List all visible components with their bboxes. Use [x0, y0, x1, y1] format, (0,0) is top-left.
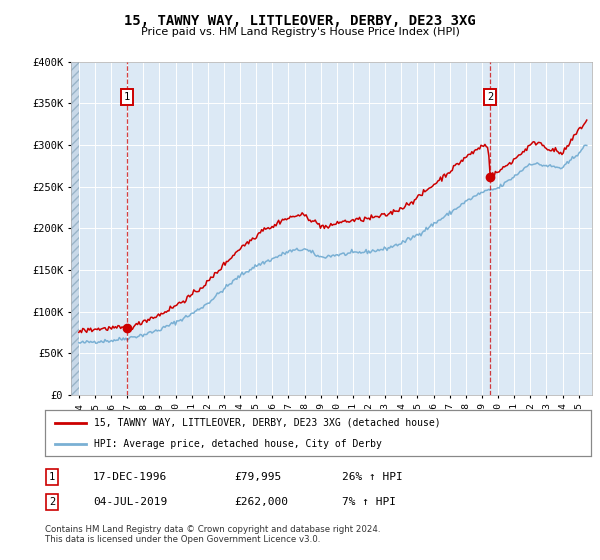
Text: 1: 1: [49, 472, 55, 482]
Text: 04-JUL-2019: 04-JUL-2019: [93, 497, 167, 507]
Text: 7% ↑ HPI: 7% ↑ HPI: [342, 497, 396, 507]
Text: 2: 2: [49, 497, 55, 507]
Text: 26% ↑ HPI: 26% ↑ HPI: [342, 472, 403, 482]
Text: Contains HM Land Registry data © Crown copyright and database right 2024.
This d: Contains HM Land Registry data © Crown c…: [45, 525, 380, 544]
Text: £262,000: £262,000: [234, 497, 288, 507]
Text: £79,995: £79,995: [234, 472, 281, 482]
Text: 15, TAWNY WAY, LITTLEOVER, DERBY, DE23 3XG (detached house): 15, TAWNY WAY, LITTLEOVER, DERBY, DE23 3…: [94, 418, 441, 428]
Text: 15, TAWNY WAY, LITTLEOVER, DERBY, DE23 3XG: 15, TAWNY WAY, LITTLEOVER, DERBY, DE23 3…: [124, 14, 476, 28]
Text: HPI: Average price, detached house, City of Derby: HPI: Average price, detached house, City…: [94, 440, 382, 449]
Bar: [71, 62, 79, 395]
Text: 1: 1: [124, 92, 130, 101]
Text: 17-DEC-1996: 17-DEC-1996: [93, 472, 167, 482]
Text: 2: 2: [487, 92, 493, 101]
Text: Price paid vs. HM Land Registry's House Price Index (HPI): Price paid vs. HM Land Registry's House …: [140, 27, 460, 37]
